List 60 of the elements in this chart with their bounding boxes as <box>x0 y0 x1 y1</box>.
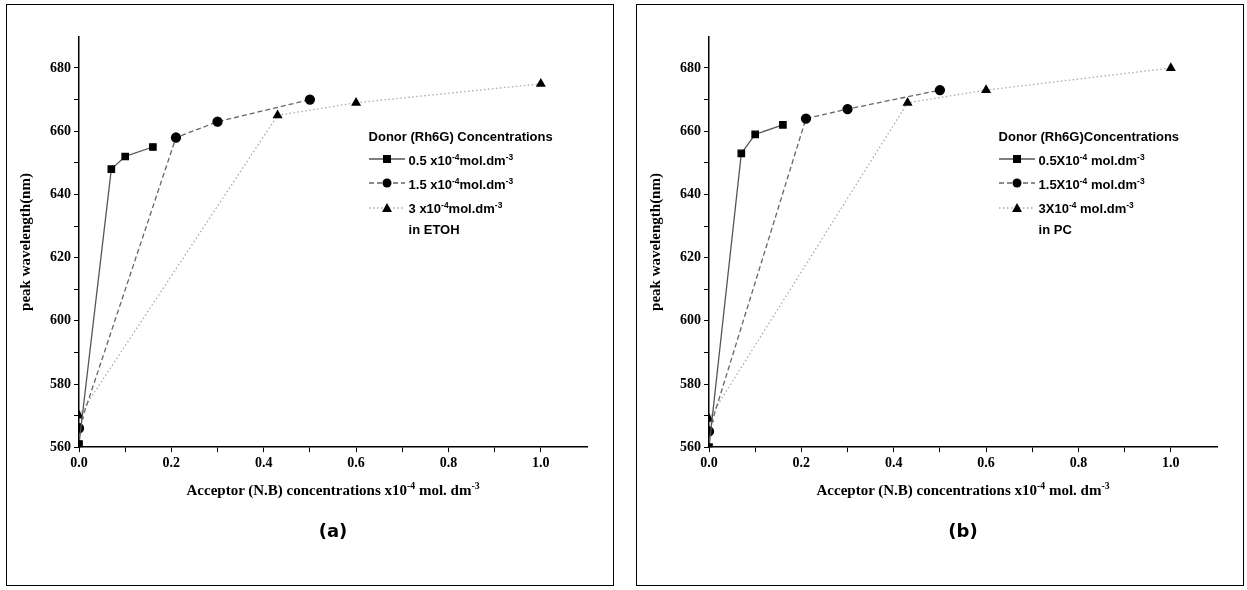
x-axis-title: Acceptor (N.B) concentrations x10$^{-4}$ mol. dm$^{-3}$ <box>186 480 480 499</box>
point <box>1166 62 1176 71</box>
point <box>149 143 157 151</box>
point <box>536 78 546 87</box>
y-tick-label: 680 <box>680 59 701 75</box>
point <box>121 152 130 161</box>
y-tick-label: 600 <box>680 312 701 328</box>
point <box>273 110 283 119</box>
legend-label: 1.5X10$^{-4}$ mol.dm$^{-3}$ <box>1038 175 1145 195</box>
x-tick-label: 0.2 <box>792 455 811 471</box>
y-tick-label: 640 <box>680 186 701 202</box>
y-tick-label: 660 <box>680 122 701 138</box>
x-tick-label: 1.0 <box>1162 455 1180 471</box>
legend-title: Donor (Rh6G)Concentrations <box>998 127 1180 146</box>
x-tick-label: 0.2 <box>162 455 181 471</box>
x-tick-label: 0.0 <box>70 455 88 471</box>
y-tick-label: 600 <box>50 312 71 328</box>
point <box>212 116 223 127</box>
y-tick-label: 620 <box>680 249 701 265</box>
y-tick-label: 640 <box>50 186 71 202</box>
y-tick-label: 580 <box>680 375 701 391</box>
y-tick-label: 680 <box>50 59 71 75</box>
x-tick-label: 0.6 <box>977 455 995 471</box>
x-tick-label: 0.8 <box>1069 455 1088 471</box>
y-tick-label: 660 <box>50 122 71 138</box>
point <box>107 165 116 173</box>
y-tick-label: 620 <box>50 249 71 265</box>
legend-label: 0.5X10$^{-4}$ mol.dm$^{-3}$ <box>1038 150 1145 171</box>
y-tick-label: 580 <box>50 375 71 391</box>
y-tick-label: 560 <box>50 438 71 454</box>
x-tick-label: 0.8 <box>439 455 458 471</box>
point <box>170 132 182 143</box>
text: (b) <box>948 520 978 541</box>
point <box>737 149 746 158</box>
y-tick-label: 560 <box>680 438 701 454</box>
legend-label: 0.5 x10$^{-4}$mol.dm$^{-3}$ <box>408 150 514 171</box>
point <box>903 97 913 106</box>
legend-label: 3 x10$^{-4}$mol.dm$^{-3}$ <box>408 199 503 219</box>
y-axis-title: peak wavelength(nm) <box>646 172 664 311</box>
text: (a) <box>318 520 348 541</box>
point <box>981 84 991 94</box>
point <box>800 113 812 124</box>
x-tick-label: 0.0 <box>700 455 718 471</box>
annotation: in ETOH <box>407 220 460 239</box>
x-axis-title: Acceptor (N.B) concentrations x10$^{-4}$ mol. dm$^{-3}$ <box>816 480 1110 499</box>
point <box>304 94 316 105</box>
legend-label: 3X10$^{-4}$ mol.dm$^{-3}$ <box>1038 199 1134 219</box>
y-axis-title: peak wavelength(nm) <box>16 172 34 311</box>
x-tick-label: 0.4 <box>254 455 273 471</box>
annotation: in PC <box>1037 220 1072 239</box>
legend-label: 1.5 x10$^{-4}$mol.dm$^{-3}$ <box>408 175 514 195</box>
point <box>842 103 853 115</box>
legend-title: Donor (Rh6G) Concentrations <box>368 127 553 146</box>
point <box>351 97 361 106</box>
x-tick-label: 1.0 <box>532 455 550 471</box>
x-tick-label: 0.4 <box>884 455 903 471</box>
point <box>934 84 946 96</box>
point <box>751 130 760 139</box>
x-tick-label: 0.6 <box>347 455 365 471</box>
point <box>779 121 787 129</box>
